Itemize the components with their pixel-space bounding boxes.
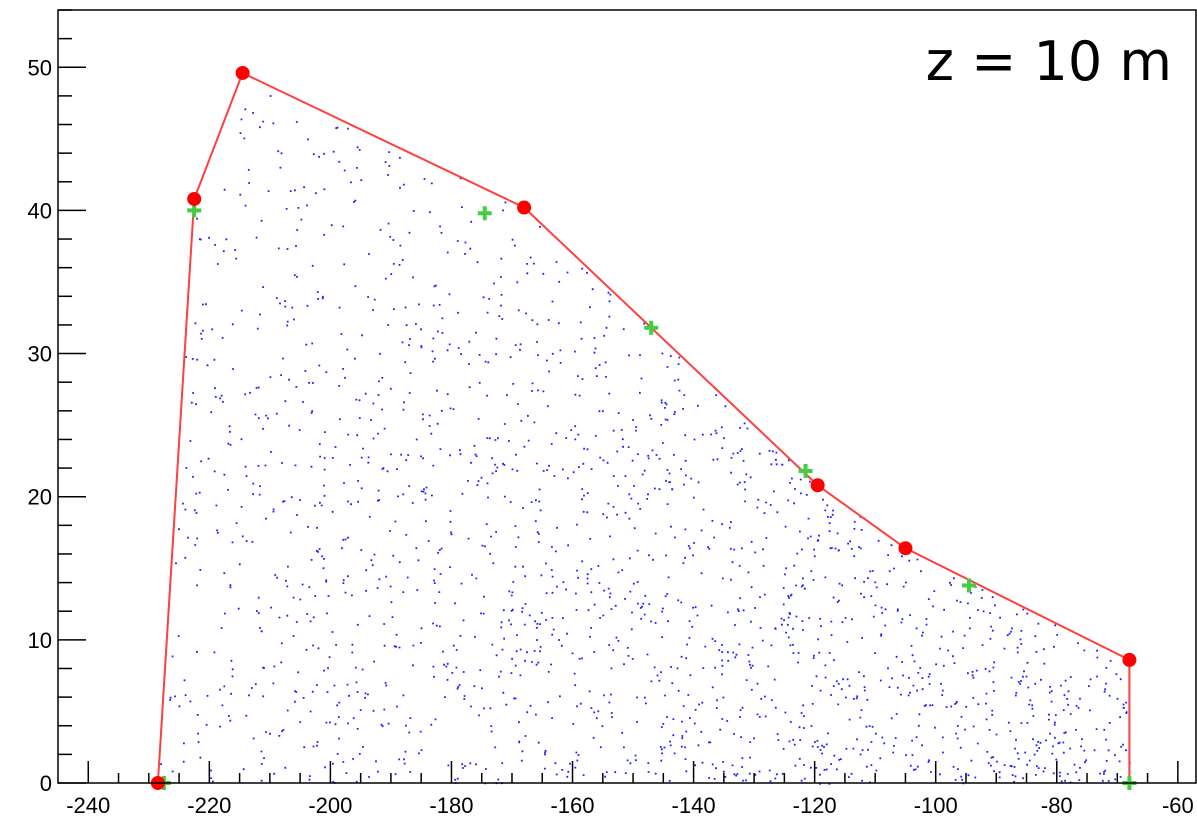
plot-frame [57, 9, 1197, 784]
x-tick-label: -140 [672, 793, 716, 818]
x-tick-label: -160 [550, 793, 594, 818]
x-tick-label: -60 [1162, 793, 1194, 818]
x-tick-label: -180 [429, 793, 473, 818]
green-cross-marker [962, 578, 977, 593]
red-vertex-marker [517, 200, 532, 215]
y-tick-label: 30 [28, 342, 52, 367]
red-vertex-marker [187, 191, 202, 206]
x-tick-label: -80 [1041, 793, 1073, 818]
y-tick-label: 50 [28, 55, 52, 80]
y-tick-label: 0 [40, 771, 52, 796]
green-cross-marker [644, 320, 659, 335]
x-tick-label: -240 [66, 793, 110, 818]
x-tick-label: -200 [308, 793, 352, 818]
boundary-line [156, 71, 1131, 784]
x-tick-label: -120 [793, 793, 837, 818]
y-tick-label: 20 [28, 485, 52, 510]
scatter-points [160, 95, 1131, 785]
red-vertex-marker [235, 65, 250, 80]
red-vertex-marker [810, 478, 825, 493]
boundary-layer [156, 71, 1131, 784]
y-tick-label: 40 [28, 198, 52, 223]
scatter-cloud [160, 95, 1131, 785]
red-vertex-marker [898, 541, 913, 556]
axes: -240 -220 -200 -180 -160 -140 -120 -100 -80 -60 0 1… [28, 9, 1194, 818]
x-tick-label: -100 [914, 793, 958, 818]
x-tick-label: -220 [187, 793, 231, 818]
marker-layer [150, 65, 1137, 790]
y-tick-label: 10 [28, 628, 52, 653]
z-annotation: z = 10 m [926, 30, 1172, 93]
green-cross-marker [477, 206, 492, 221]
green-cross-marker [798, 463, 813, 478]
red-vertex-marker [1122, 652, 1137, 667]
